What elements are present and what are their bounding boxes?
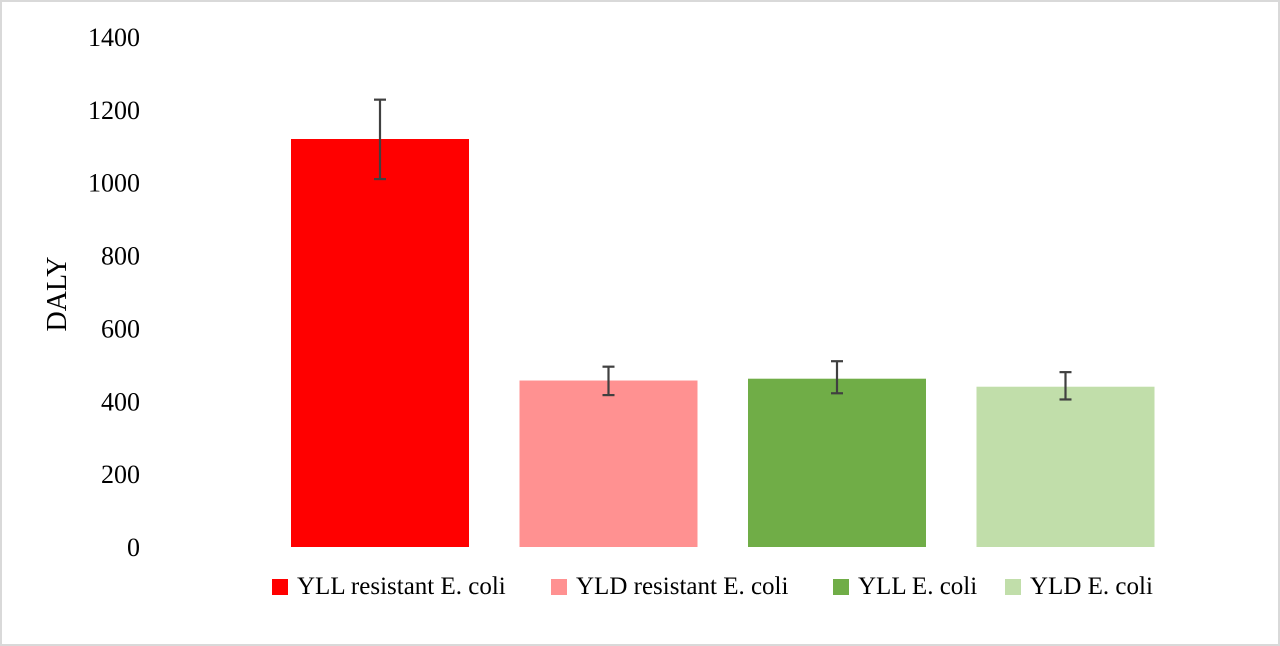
bar [291,139,469,547]
legend-item: YLD E. coli [1005,573,1153,600]
legend: YLL resistant E. coli YLD resistant E. co… [272,573,1153,600]
legend-label: YLD resistant E. coli [576,573,789,600]
y-tick-label: 1400 [88,23,140,52]
legend-swatch [551,579,567,595]
bar [748,378,926,547]
bar [519,380,698,547]
bars [291,139,1155,547]
y-tick-label: 0 [127,533,140,562]
error-bar [374,98,386,181]
legend-label: YLL E. coli [858,573,977,600]
legend-item: YLL E. coli [833,573,977,600]
y-tick-label: 1000 [88,169,140,198]
legend-swatch [272,579,288,595]
error-bars [374,98,1072,401]
bar [976,386,1155,547]
y-tick-label: 600 [101,314,140,343]
legend-label: YLL resistant E. coli [297,573,506,600]
legend-item: YLD resistant E. coli [551,573,789,600]
legend-item: YLL resistant E. coli [272,573,506,600]
error-bar [831,360,843,395]
y-axis-ticks: 0 200 400 600 800 1000 1200 1400 [88,23,140,562]
y-tick-label: 1200 [88,96,140,125]
y-tick-label: 200 [101,460,140,489]
y-tick-label: 400 [101,387,140,416]
legend-swatch [833,579,849,595]
error-bar [1059,371,1072,401]
error-bar [602,365,615,397]
y-tick-label: 800 [101,242,140,271]
legend-label: YLD E. coli [1030,573,1153,600]
legend-swatch [1005,579,1021,595]
y-axis-label: DALY [42,257,73,332]
